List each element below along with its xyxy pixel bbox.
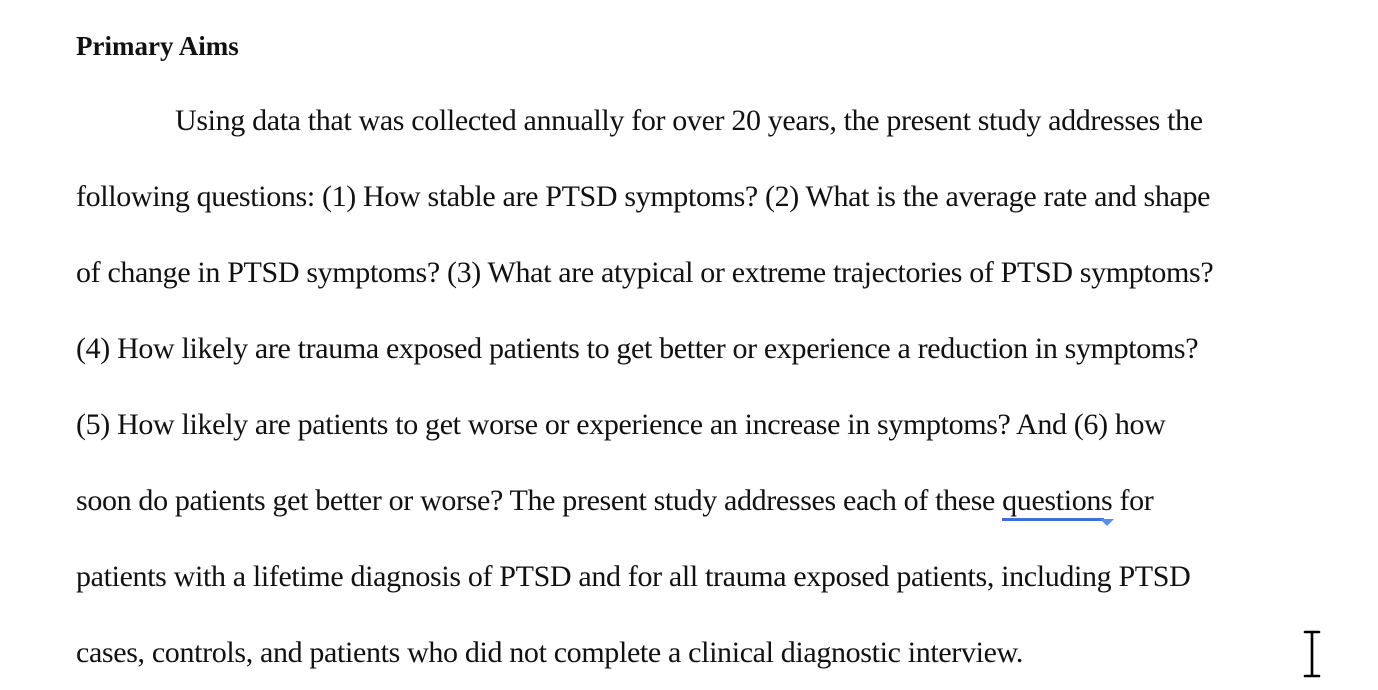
paragraph-line-5: (5) How likely are patients to get worse…: [76, 408, 1166, 441]
flagged-word-text: questions: [1002, 484, 1113, 517]
grammar-suggestion-icon[interactable]: [1100, 519, 1115, 526]
paragraph-line-2: following questions: (1) How stable are …: [76, 180, 1211, 213]
section-heading: Primary Aims: [76, 31, 239, 61]
paragraph-line-3: of change in PTSD symptoms? (3) What are…: [76, 256, 1214, 289]
paragraph-line-7: patients with a lifetime diagnosis of PT…: [76, 560, 1191, 593]
paragraph-line-4: (4) How likely are trauma exposed patien…: [76, 332, 1199, 365]
paragraph-line-6-start: soon do patients get better or worse? Th…: [76, 484, 1003, 517]
grammar-underline: [1002, 518, 1105, 521]
ibeam-cursor-icon: [1302, 629, 1322, 679]
paragraph-line-8: cases, controls, and patients who did no…: [76, 636, 1024, 669]
paragraph-line-6-end: for: [1112, 484, 1154, 517]
paragraph-line-1: Using data that was collected annually f…: [175, 104, 1203, 137]
grammar-flagged-word[interactable]: questions: [1002, 481, 1115, 526]
paragraph-line-6: soon do patients get better or worse? Th…: [76, 481, 1154, 526]
